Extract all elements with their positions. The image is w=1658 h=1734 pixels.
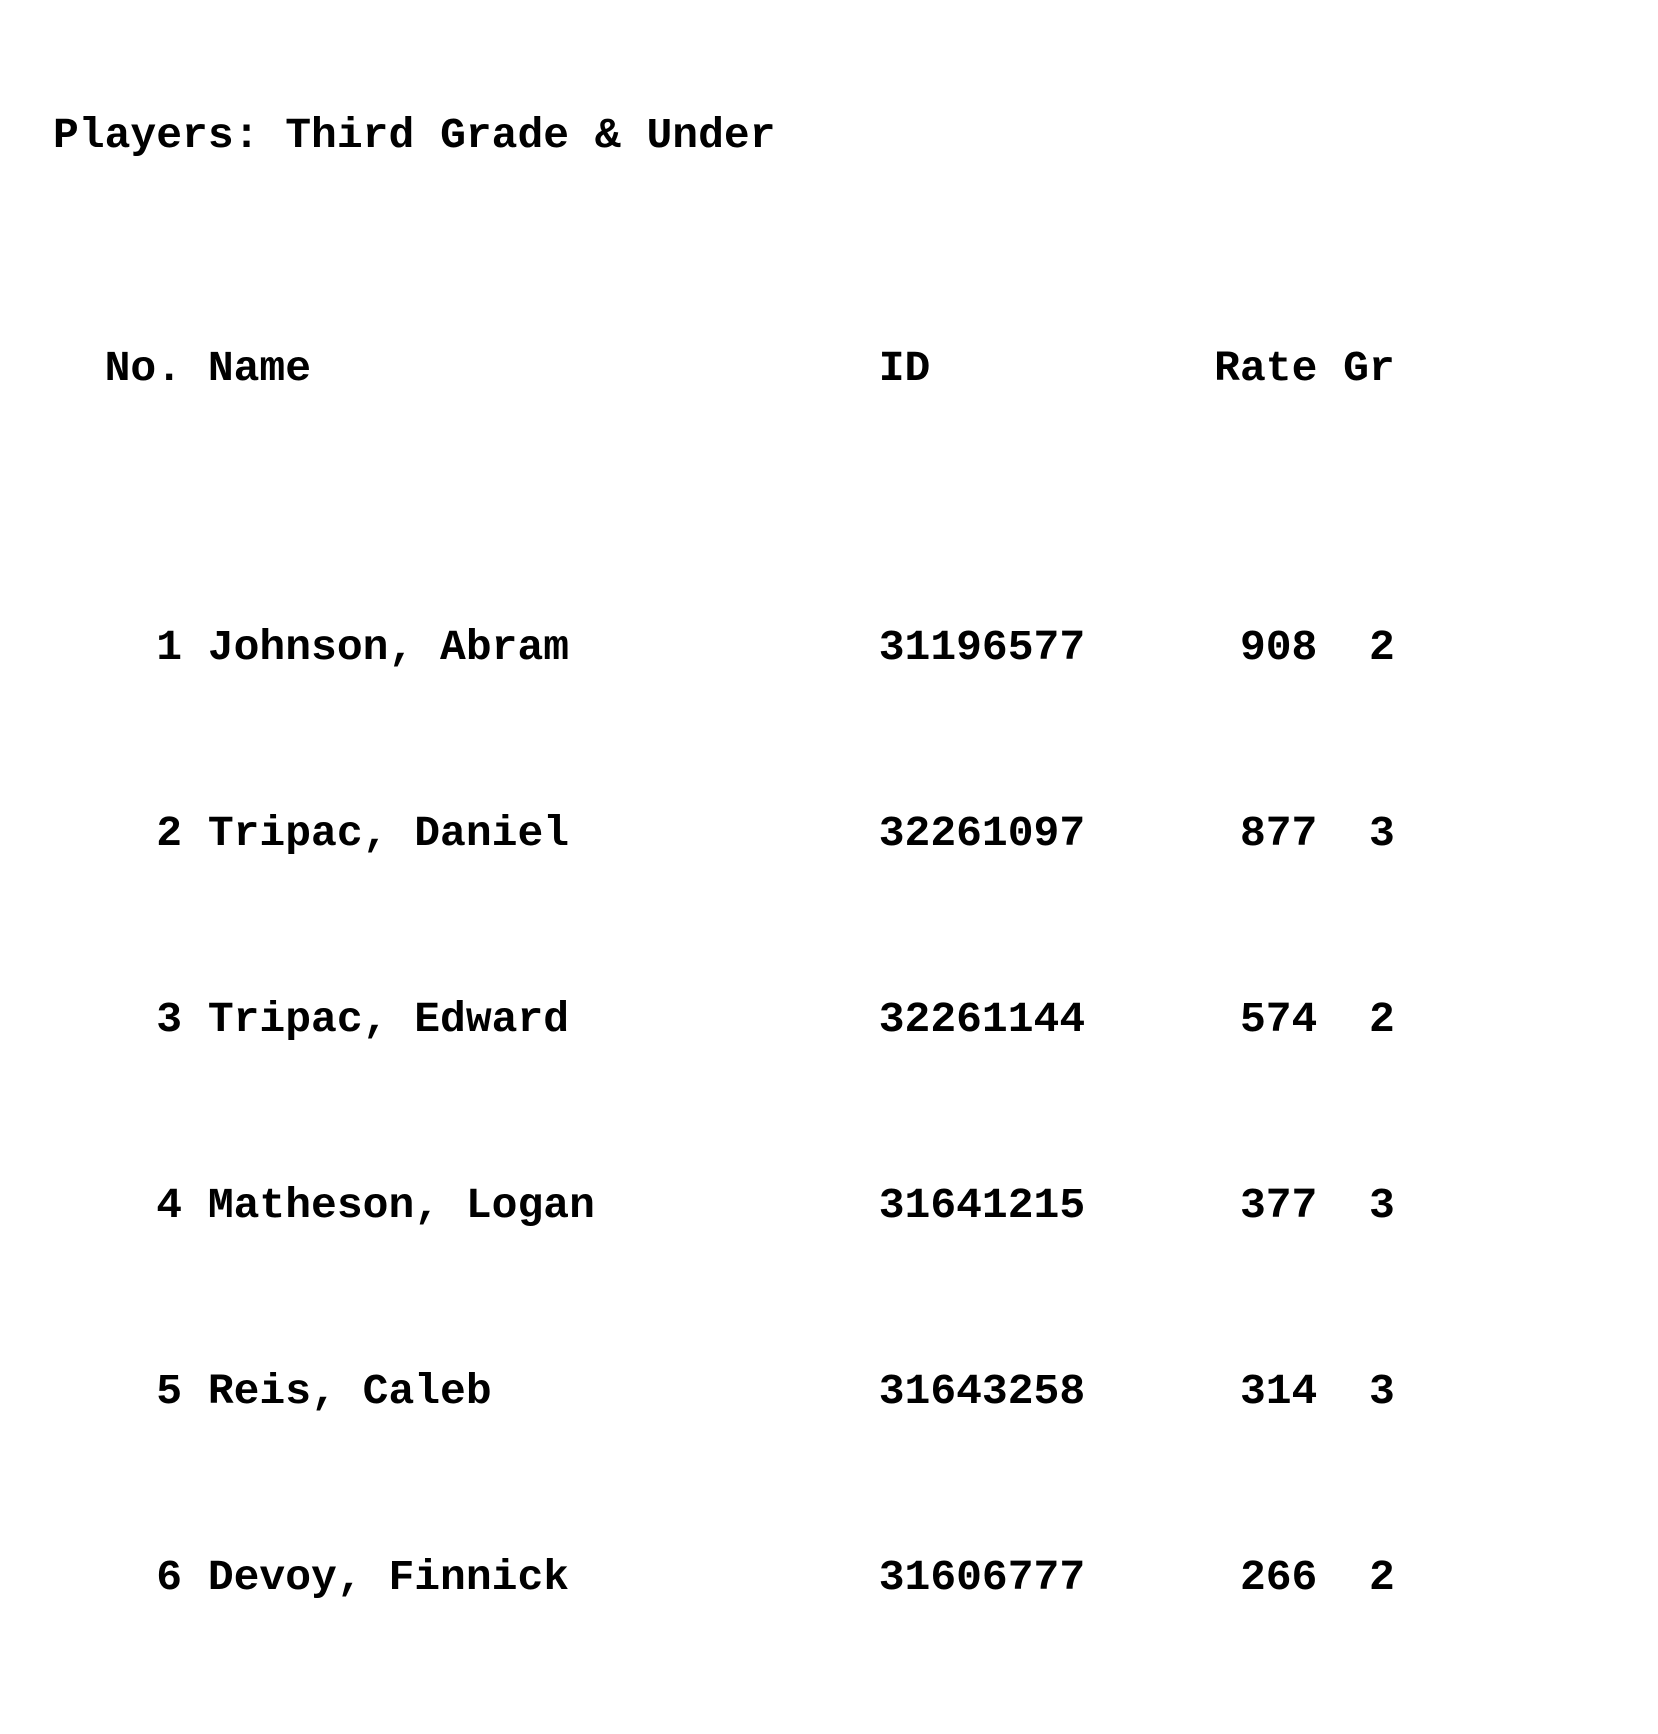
table-row: 5 Reis, Caleb 31643258 314 3	[53, 1369, 1658, 1416]
cell-player-number: 6	[53, 1555, 182, 1602]
cell-player-id: 31196577	[879, 625, 1214, 672]
cell-player-grade: 2	[1343, 625, 1395, 672]
cell-player-id: 31643258	[879, 1369, 1214, 1416]
cell-player-id: 31606777	[879, 1555, 1214, 1602]
cell-player-grade: 2	[1343, 997, 1395, 1044]
cell-player-name: Matheson, Logan	[208, 1183, 879, 1230]
column-header-no: No.	[53, 346, 182, 393]
table-row: 2 Tripac, Daniel 32261097 877 3	[53, 811, 1658, 858]
cell-player-number: 2	[53, 811, 182, 858]
cell-player-number: 3	[53, 997, 182, 1044]
table-row: 3 Tripac, Edward 32261144 574 2	[53, 997, 1658, 1044]
cell-player-grade: 3	[1343, 1369, 1395, 1416]
cell-player-name: Reis, Caleb	[208, 1369, 879, 1416]
cell-player-number: 1	[53, 625, 182, 672]
cell-player-name: Tripac, Daniel	[208, 811, 879, 858]
page-title: Players: Third Grade & Under	[53, 113, 1658, 160]
cell-player-grade: 3	[1343, 1183, 1395, 1230]
cell-player-rate: 574	[1214, 997, 1317, 1044]
cell-player-name: Tripac, Edward	[208, 997, 879, 1044]
cell-player-rate: 908	[1214, 625, 1317, 672]
cell-player-id: 32261097	[879, 811, 1214, 858]
cell-player-name: Devoy, Finnick	[208, 1555, 879, 1602]
cell-player-rate: 266	[1214, 1555, 1317, 1602]
cell-player-number: 4	[53, 1183, 182, 1230]
cell-player-id: 31641215	[879, 1183, 1214, 1230]
cell-player-grade: 3	[1343, 811, 1395, 858]
column-header-name: Name	[208, 346, 879, 393]
column-header-rate: Rate	[1214, 346, 1317, 393]
cell-player-grade: 2	[1343, 1555, 1395, 1602]
cell-player-number: 5	[53, 1369, 182, 1416]
table-row: 1 Johnson, Abram 31196577 908 2	[53, 625, 1658, 672]
table-header-row: No. Name ID Rate Gr	[53, 346, 1658, 393]
table-row: 6 Devoy, Finnick 31606777 266 2	[53, 1555, 1658, 1602]
cell-player-rate: 877	[1214, 811, 1317, 858]
table-row: 4 Matheson, Logan 31641215 377 3	[53, 1183, 1658, 1230]
cell-player-id: 32261144	[879, 997, 1214, 1044]
cell-player-name: Johnson, Abram	[208, 625, 879, 672]
cell-player-rate: 377	[1214, 1183, 1317, 1230]
column-header-id: ID	[879, 346, 1214, 393]
cell-player-rate: 314	[1214, 1369, 1317, 1416]
column-header-gr: Gr	[1343, 346, 1395, 393]
table-body: 1 Johnson, Abram 31196577 908 2 2 Tripac…	[53, 532, 1658, 1734]
